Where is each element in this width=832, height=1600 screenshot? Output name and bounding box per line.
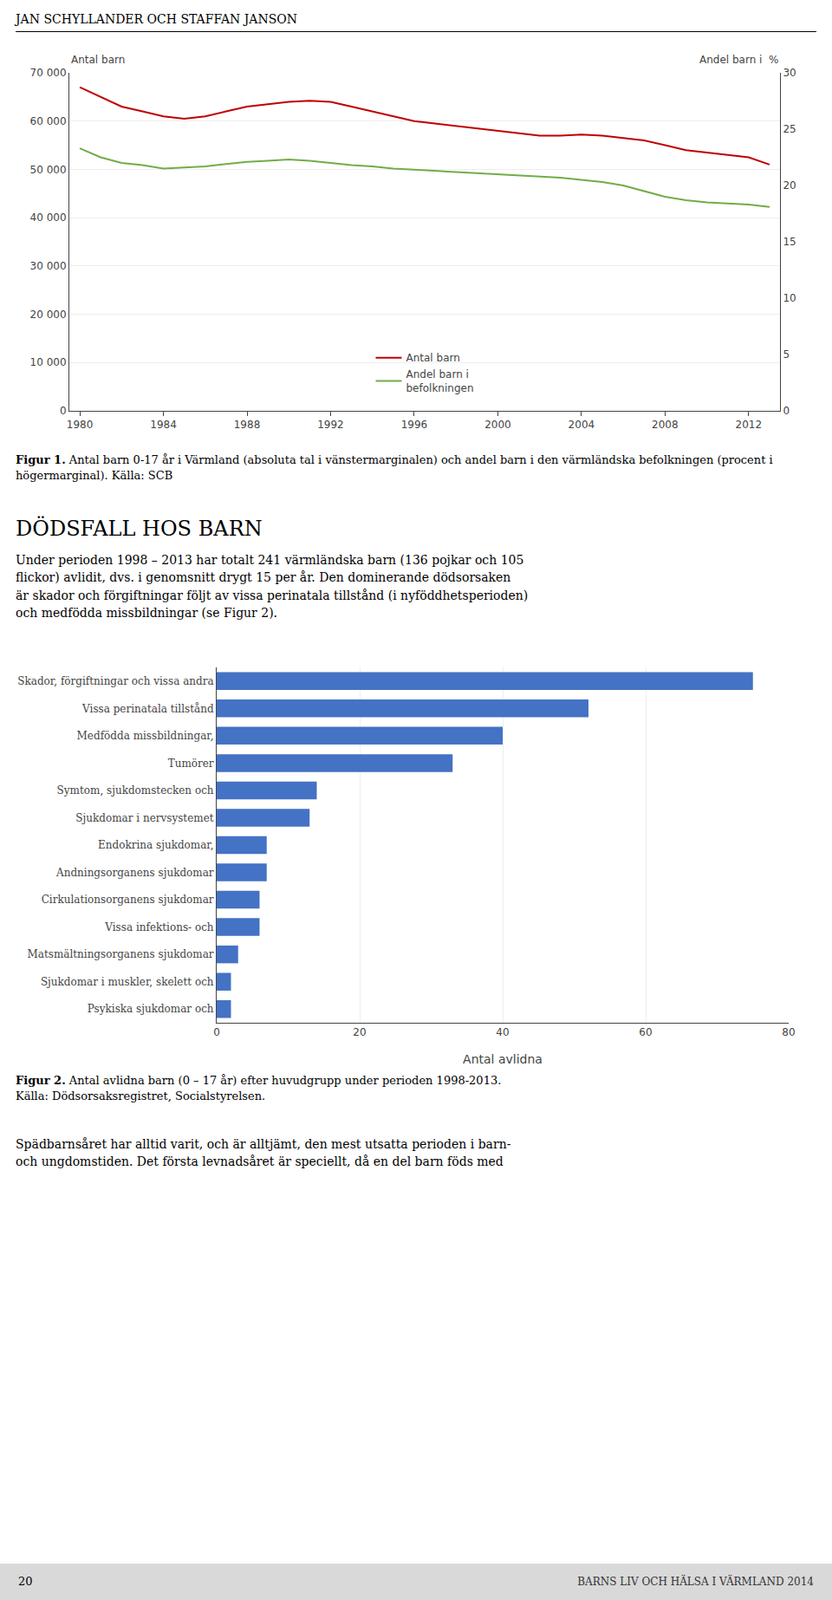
svg-text:60: 60 bbox=[638, 1026, 652, 1039]
svg-text:10 000: 10 000 bbox=[30, 356, 67, 369]
svg-text:20: 20 bbox=[352, 1026, 366, 1039]
html-text:Källa: Dödsorsaksregistret, So: Källa: Dödsorsaksregistret, Socialstyrel… bbox=[15, 1089, 266, 1103]
svg-text:Sjukdomar i nervsystemet: Sjukdomar i nervsystemet bbox=[75, 812, 214, 825]
svg-text:Cirkulationsorganens sjukdomar: Cirkulationsorganens sjukdomar bbox=[41, 893, 215, 906]
svg-text:1996: 1996 bbox=[401, 418, 429, 431]
svg-text:Psykiska sjukdomar och: Psykiska sjukdomar och bbox=[87, 1002, 215, 1015]
svg-text:2000: 2000 bbox=[484, 418, 512, 431]
html-text:20: 20 bbox=[18, 1574, 33, 1588]
html-text:DÖDSFALL HOS BARN: DÖDSFALL HOS BARN bbox=[15, 516, 263, 541]
svg-text:0: 0 bbox=[782, 404, 790, 417]
svg-text:Antal avlidna: Antal avlidna bbox=[462, 1052, 543, 1066]
svg-text:60 000: 60 000 bbox=[30, 115, 67, 128]
svg-text:2008: 2008 bbox=[651, 418, 679, 431]
svg-text:40: 40 bbox=[495, 1026, 509, 1039]
svg-text:Andel barn i %: Andel barn i % bbox=[699, 53, 779, 66]
svg-text:50 000: 50 000 bbox=[30, 163, 67, 176]
svg-text:25: 25 bbox=[782, 123, 796, 136]
html-text:BARNS LIV OCH HÄLSA I VÄRMLAND: BARNS LIV OCH HÄLSA I VÄRMLAND 2014 bbox=[577, 1575, 814, 1588]
svg-text:80: 80 bbox=[781, 1026, 795, 1039]
svg-text:20 000: 20 000 bbox=[30, 308, 67, 321]
svg-text:30: 30 bbox=[782, 66, 796, 79]
svg-text:Symtom, sjukdomstecken och: Symtom, sjukdomstecken och bbox=[57, 784, 215, 797]
svg-text:Antal barn: Antal barn bbox=[71, 53, 125, 66]
svg-text:70 000: 70 000 bbox=[30, 66, 67, 79]
svg-text:Andel barn ibefolkningen: Andel barn ibefolkningen bbox=[406, 368, 475, 395]
svg-text:15: 15 bbox=[782, 235, 796, 248]
svg-text:1988: 1988 bbox=[234, 418, 261, 431]
svg-text:Tumörer: Tumörer bbox=[168, 757, 215, 770]
html-text:JAN SCHYLLANDER OCH STAFFAN JA: JAN SCHYLLANDER OCH STAFFAN JANSON bbox=[15, 12, 298, 26]
svg-text:Medfödda missbildningar,: Medfödda missbildningar, bbox=[77, 729, 215, 742]
svg-text:2012: 2012 bbox=[735, 418, 763, 431]
html-text:Figur 2. Antal avlidna barn (0: Figur 2. Antal avlidna barn (0 – 17 år) … bbox=[15, 1073, 502, 1087]
svg-text:40 000: 40 000 bbox=[30, 211, 67, 224]
svg-text:1980: 1980 bbox=[66, 418, 94, 431]
svg-text:30 000: 30 000 bbox=[30, 260, 67, 273]
svg-text:Vissa perinatala tillstånd: Vissa perinatala tillstånd bbox=[81, 702, 215, 715]
svg-text:20: 20 bbox=[782, 179, 796, 192]
svg-text:Antal barn: Antal barn bbox=[406, 351, 461, 364]
html-text:Spädbarnsåret har alltid varit: Spädbarnsåret har alltid varit, och är a… bbox=[15, 1137, 511, 1169]
svg-text:1992: 1992 bbox=[317, 418, 345, 431]
svg-text:1984: 1984 bbox=[149, 418, 177, 431]
html-text:Figur 1. Antal barn 0-17 år i: Figur 1. Antal barn 0-17 år i Värmland (… bbox=[15, 453, 777, 483]
svg-text:Sjukdomar i muskler, skelett o: Sjukdomar i muskler, skelett och bbox=[40, 975, 215, 988]
svg-text:Andningsorganens sjukdomar: Andningsorganens sjukdomar bbox=[55, 866, 215, 879]
svg-text:Matsmältningsorganens sjukdoma: Matsmältningsorganens sjukdomar bbox=[26, 948, 214, 961]
html-text:Under perioden 1998 – 2013 har: Under perioden 1998 – 2013 har totalt 24… bbox=[15, 552, 529, 620]
svg-text:Skador, förgiftningar och viss: Skador, förgiftningar och vissa andra bbox=[17, 675, 214, 688]
svg-text:10: 10 bbox=[782, 292, 796, 305]
svg-text:5: 5 bbox=[782, 348, 790, 361]
svg-text:Vissa infektions- och: Vissa infektions- och bbox=[104, 921, 215, 934]
svg-text:0: 0 bbox=[59, 404, 67, 417]
svg-text:0: 0 bbox=[213, 1026, 221, 1039]
svg-text:Endokrina sjukdomar,: Endokrina sjukdomar, bbox=[97, 838, 215, 852]
svg-text:2004: 2004 bbox=[568, 418, 596, 431]
